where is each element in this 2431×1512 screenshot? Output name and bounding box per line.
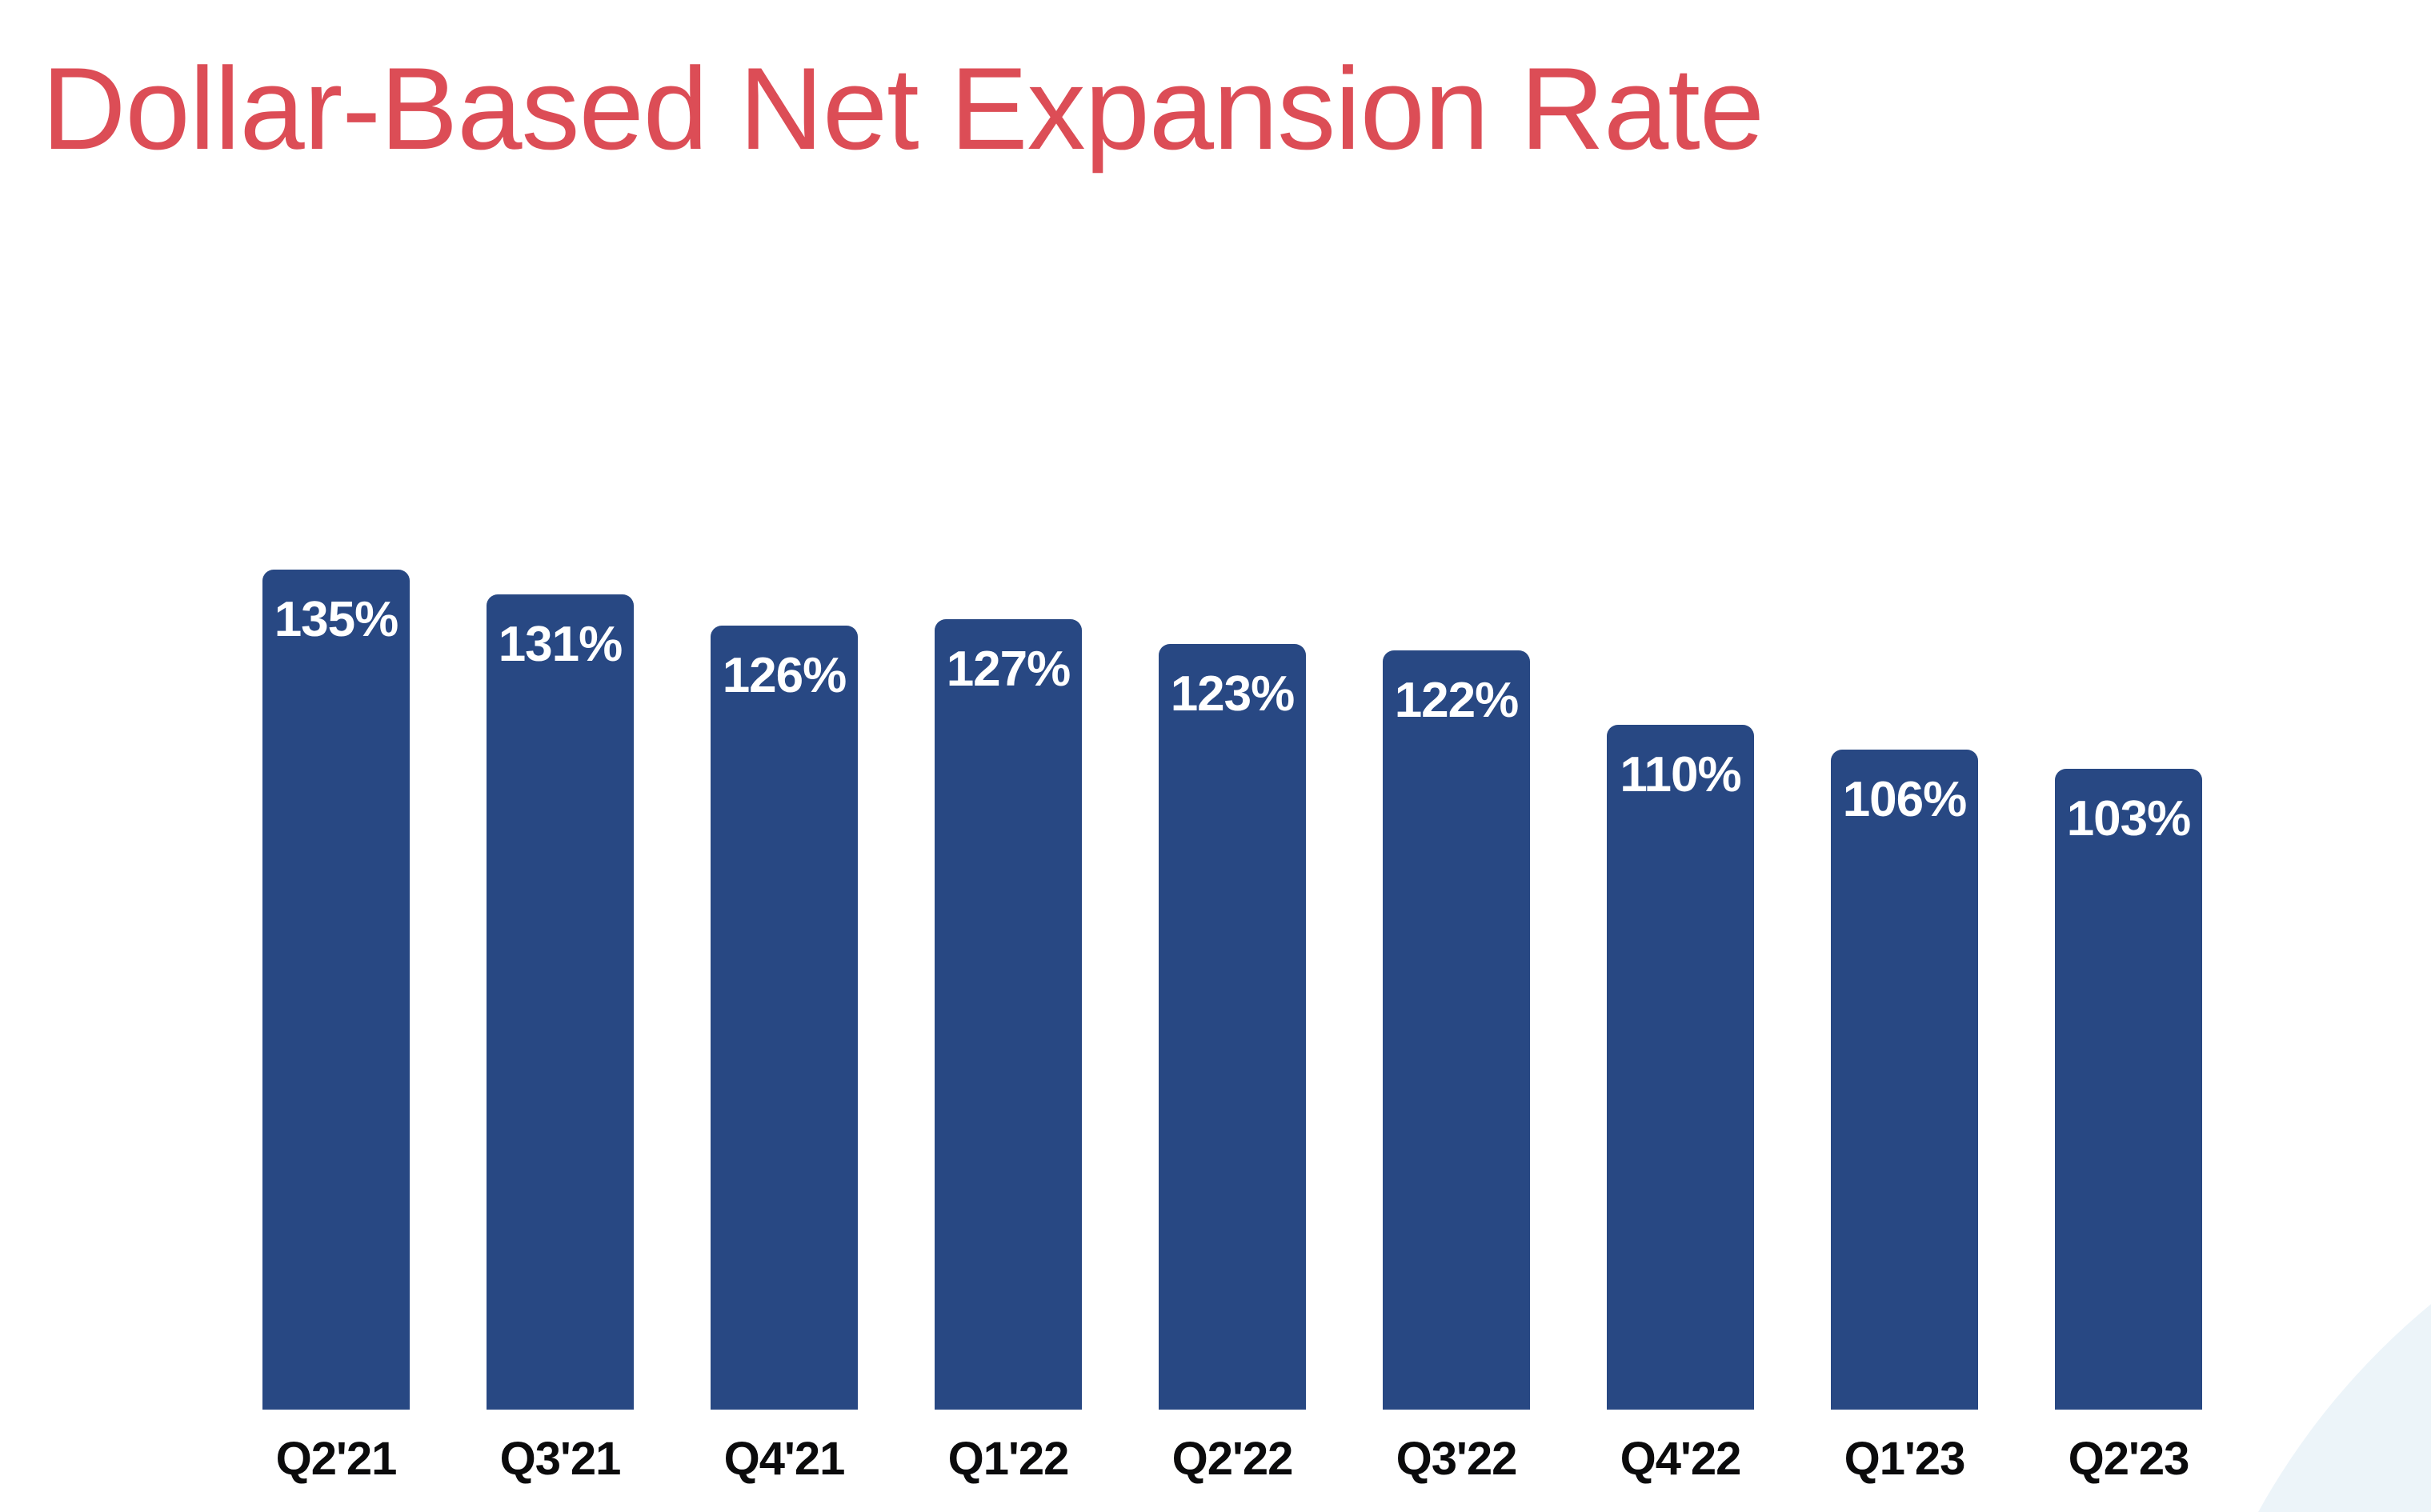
bar-group: 103% Q2'23 <box>2055 0 2202 1512</box>
x-axis-label: Q3'22 <box>1396 1433 1518 1485</box>
bar-group: 126% Q4'21 <box>711 0 858 1512</box>
x-axis-label: Q2'22 <box>1171 1433 1294 1485</box>
chart-title: Dollar-Based Net Expansion Rate <box>42 43 1764 174</box>
x-axis-label: Q1'22 <box>947 1433 1070 1485</box>
bar-group: 123% Q2'22 <box>1159 0 1306 1512</box>
x-axis-label: Q3'21 <box>499 1433 622 1485</box>
bar-group: 122% Q3'22 <box>1383 0 1530 1512</box>
x-axis-label: Q2'21 <box>275 1433 398 1485</box>
bar: 110% <box>1607 725 1754 1410</box>
bar-value-label: 103% <box>2066 791 2192 846</box>
bar-value-label: 126% <box>722 648 847 703</box>
x-axis-label: Q4'22 <box>1620 1433 1742 1485</box>
bar-value-label: 131% <box>498 617 623 672</box>
bar: 106% <box>1831 750 1978 1410</box>
bar: 123% <box>1159 644 1306 1410</box>
bar-value-label: 122% <box>1394 673 1520 728</box>
bar-value-label: 110% <box>1620 747 1741 802</box>
x-axis-label: Q1'23 <box>1844 1433 1966 1485</box>
bar-value-label: 135% <box>274 592 399 647</box>
bar: 103% <box>2055 769 2202 1410</box>
bar: 126% <box>711 626 858 1410</box>
bar-value-label: 123% <box>1170 666 1296 722</box>
bar: 127% <box>935 619 1082 1410</box>
x-axis-label: Q4'21 <box>723 1433 846 1485</box>
bar-group: 135% Q2'21 <box>262 0 410 1512</box>
bar-value-label: 127% <box>946 642 1071 697</box>
bar: 131% <box>487 594 634 1410</box>
bar: 135% <box>262 570 410 1410</box>
x-axis-label: Q2'23 <box>2068 1433 2190 1485</box>
bar-value-label: 106% <box>1842 772 1968 827</box>
bar: 122% <box>1383 650 1530 1410</box>
bar-group: 106% Q1'23 <box>1831 0 1978 1512</box>
bar-group: 127% Q1'22 <box>935 0 1082 1512</box>
bar-group: 110% Q4'22 <box>1607 0 1754 1512</box>
bar-group: 131% Q3'21 <box>487 0 634 1512</box>
